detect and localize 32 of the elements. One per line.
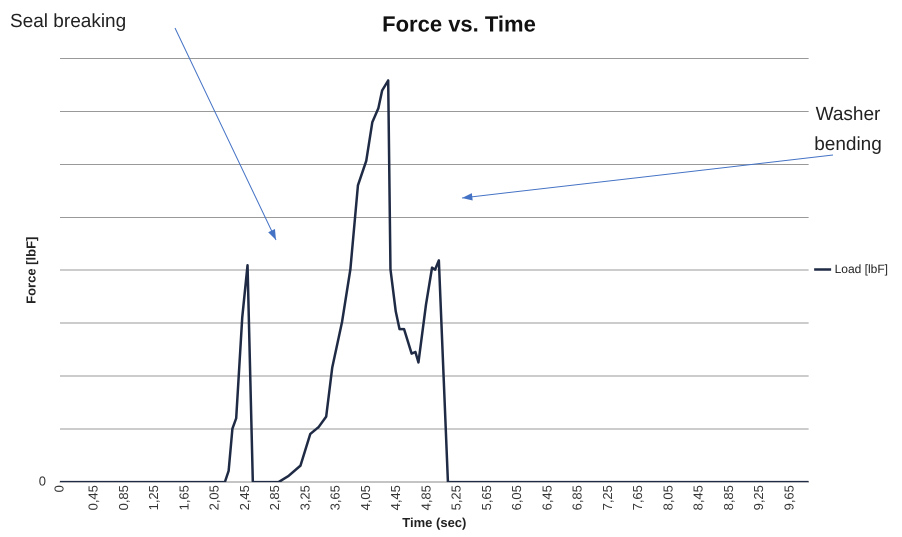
x-tick-label: 8,45 bbox=[690, 485, 706, 510]
x-tick-label: 0,85 bbox=[116, 485, 131, 510]
x-tick-label: 2,45 bbox=[236, 485, 252, 510]
x-tick-label: 1,65 bbox=[176, 485, 192, 510]
x-tick-label: 9,65 bbox=[781, 485, 796, 510]
chart-title: Force vs. Time bbox=[382, 11, 536, 36]
x-tick-label: 5,25 bbox=[448, 485, 464, 510]
x-tick-label: 7,25 bbox=[600, 485, 615, 510]
x-tick-label: 3,25 bbox=[297, 485, 312, 510]
x-tick-label: 2,85 bbox=[267, 485, 282, 510]
x-tick-label: 6,45 bbox=[539, 485, 554, 510]
text: 0 bbox=[38, 474, 46, 489]
x-tick-label: 2,05 bbox=[206, 485, 222, 510]
x-tick-label: 1,25 bbox=[146, 485, 162, 510]
x-tick-label: 4,85 bbox=[418, 485, 434, 510]
x-tick-label: 8,85 bbox=[720, 485, 736, 510]
x-tick-label: 7,65 bbox=[630, 485, 646, 510]
x-tick-label: 9,25 bbox=[751, 485, 766, 510]
x-tick-label: 4,45 bbox=[388, 485, 404, 510]
x-tick-label: 0,45 bbox=[86, 485, 101, 510]
y-axis-title: Force [lbF] bbox=[23, 236, 38, 304]
text: Washer bending bbox=[814, 104, 882, 156]
x-tick-label: 6,05 bbox=[509, 485, 524, 510]
x-tick-label: 0 bbox=[52, 485, 67, 492]
text: Seal breaking bbox=[10, 11, 126, 32]
x-tick-label: 4,05 bbox=[358, 485, 373, 510]
x-tick-label: 5,65 bbox=[478, 485, 494, 510]
x-tick-label: 8,05 bbox=[660, 485, 676, 510]
x-axis-title: Time (sec) bbox=[402, 514, 466, 530]
x-tick-label: 3,65 bbox=[328, 485, 343, 510]
x-tick-label: 6,85 bbox=[570, 485, 585, 510]
legend-label: Load [lbF] bbox=[834, 262, 888, 276]
